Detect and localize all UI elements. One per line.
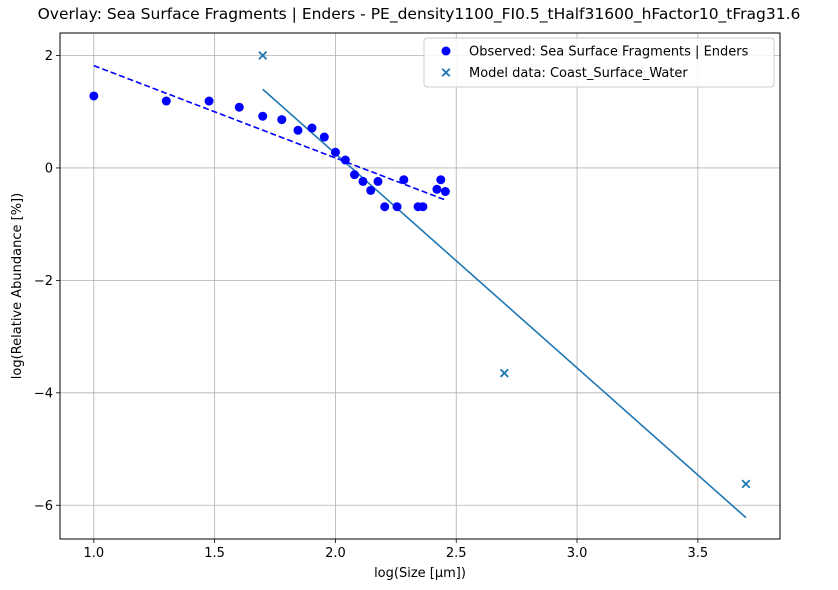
x-marker-stroke [499,368,509,378]
observed-point [366,185,376,195]
x-marker-stroke [741,479,751,489]
y-tick-label: −4 [34,386,53,401]
model-point [741,479,751,489]
legend-label-model: Model data: Coast_Surface_Water [469,66,688,81]
observed-point [307,123,317,133]
chart-title: Overlay: Sea Surface Fragments | Enders … [38,5,801,24]
y-tick-label: 0 [45,161,53,176]
observed-point [350,170,360,180]
legend-marker-observed [441,46,451,56]
x-tick-label: 3.0 [567,546,588,561]
y-tick-label: 2 [45,49,53,64]
observed-point [234,102,244,112]
x-tick-label: 2.5 [446,546,467,561]
y-tick-label: −2 [34,274,53,289]
observed-point [392,202,402,212]
x-tick-label: 1.5 [204,546,225,561]
observed-point [89,91,99,101]
legend: Observed: Sea Surface Fragments | Enders… [423,37,775,88]
plot-frame [59,32,781,540]
x-marker-stroke [441,68,451,77]
y-axis-label: log(Relative Abundance [%]) [10,193,25,379]
legend-marker-model [441,68,451,77]
observed-point [399,175,409,185]
x-axis-label: log(Size [μm]) [374,566,466,581]
data-points [89,51,751,489]
x-tick-label: 1.0 [83,546,104,561]
model-point [258,51,268,60]
y-tick-label: −6 [34,499,53,514]
x-marker-stroke [258,51,268,60]
observed-point [319,132,329,142]
observed-point [418,202,428,212]
observed-point [380,202,390,212]
model-point [499,368,509,378]
observed-point [277,115,287,125]
observed-point [330,147,340,157]
x-tick-label: 3.5 [688,546,709,561]
legend-label-observed: Observed: Sea Surface Fragments | Enders [469,45,749,60]
legend-x-icon [441,68,451,77]
observed-point [204,96,214,106]
y-axis-ticks: 2 0 −2 −4 −6 [34,49,60,514]
legend-box [423,37,775,88]
x-axis-ticks: 1.0 1.5 2.0 2.5 3.0 3.5 [83,539,708,561]
observed-point [340,155,350,165]
observed-point [358,176,368,186]
observed-point [258,111,268,121]
observed-point [436,175,446,185]
observed-point [293,125,303,135]
observed-point [161,96,171,106]
observed-point [440,187,450,197]
observed-point [373,176,383,186]
observed-point [432,184,442,194]
grid-lines [60,33,780,539]
x-tick-label: 2.0 [325,546,346,561]
